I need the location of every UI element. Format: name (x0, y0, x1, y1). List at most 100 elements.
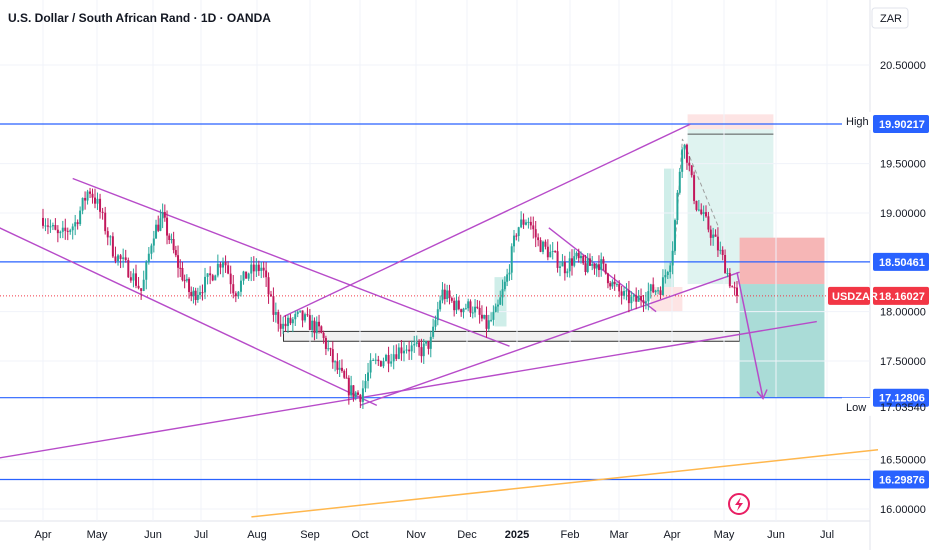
candle (308, 308, 311, 331)
candle (697, 199, 700, 212)
candle (632, 293, 635, 302)
candle (695, 200, 698, 212)
currency-button[interactable]: ZAR (871, 7, 909, 29)
candle (649, 283, 652, 299)
candle (286, 315, 289, 333)
price-label-value: 18.16027 (879, 291, 925, 303)
candle (277, 309, 280, 332)
candle (647, 282, 650, 311)
short-stop-zone (687, 114, 774, 130)
candle (390, 353, 393, 367)
candle (724, 249, 727, 274)
candle (600, 252, 603, 277)
candle (64, 218, 67, 240)
candle (664, 269, 667, 284)
candle (137, 277, 140, 290)
candle (327, 340, 330, 352)
candle (86, 189, 89, 205)
candle (260, 262, 263, 279)
candle (637, 289, 640, 302)
candle (361, 380, 364, 410)
candle (157, 215, 160, 233)
currency-label: ZAR (880, 13, 902, 25)
candle (313, 317, 316, 341)
x-tick-label: Apr (34, 529, 51, 541)
candle (524, 219, 527, 226)
candle (387, 346, 390, 373)
trendline-upper-downtrend[interactable] (72, 177, 510, 347)
candle (282, 316, 285, 335)
flash-icon[interactable] (728, 493, 750, 515)
candle (229, 265, 232, 294)
candle (405, 345, 408, 354)
candle (432, 318, 435, 339)
candle (379, 360, 382, 367)
candle (625, 283, 628, 301)
candle (499, 290, 502, 306)
candle (318, 314, 321, 334)
candle (683, 144, 686, 159)
candle (657, 287, 660, 295)
candle (257, 260, 260, 276)
candle (262, 261, 265, 278)
x-tick-label: Jun (767, 529, 785, 541)
candle (377, 355, 380, 366)
trendline-channel-lower[interactable] (359, 271, 740, 407)
support-box (283, 330, 741, 342)
candle (721, 246, 724, 261)
candle (345, 368, 348, 379)
target-arrow[interactable] (736, 272, 764, 399)
candle (436, 301, 439, 326)
candle (496, 299, 499, 313)
candle (584, 254, 587, 276)
candle (114, 246, 117, 264)
candle (508, 264, 511, 281)
candle (620, 285, 623, 305)
candle (618, 280, 621, 298)
candle (575, 251, 578, 260)
candle (354, 391, 357, 401)
y-tick-label: 16.00000 (880, 504, 926, 516)
candle (152, 230, 155, 253)
candle (106, 227, 109, 246)
trendline-channel-upper[interactable] (283, 123, 691, 318)
trendline-long-term-orange[interactable] (251, 449, 879, 518)
candle (91, 188, 94, 204)
trendline-lower-downtrend[interactable] (0, 223, 378, 407)
candle (566, 268, 569, 278)
candle (492, 305, 495, 326)
candle (604, 263, 607, 275)
candle (216, 254, 219, 278)
candle (474, 298, 477, 318)
candle (59, 230, 62, 239)
candle (239, 275, 242, 297)
candle (101, 207, 104, 220)
candle (181, 261, 184, 282)
x-tick-label: Feb (561, 529, 580, 541)
candle (554, 250, 557, 253)
candle (343, 369, 346, 379)
candle (374, 353, 377, 365)
candle (577, 248, 580, 263)
candle (513, 229, 516, 253)
candle (392, 345, 395, 370)
price-label-low: 17.03540 Low (842, 397, 926, 416)
candle (44, 218, 47, 232)
candle (350, 375, 353, 399)
candle (676, 189, 679, 225)
candle (159, 209, 162, 232)
candle (299, 310, 302, 313)
candle (714, 229, 717, 237)
candle (134, 264, 137, 289)
trendline-long-support[interactable] (0, 320, 817, 460)
candle (443, 283, 446, 305)
candle (736, 280, 738, 304)
candle (385, 353, 388, 362)
candle (415, 335, 418, 347)
candle (429, 330, 432, 358)
candle (527, 217, 530, 229)
candle (322, 330, 325, 344)
candle (359, 393, 362, 409)
candle (609, 280, 612, 290)
